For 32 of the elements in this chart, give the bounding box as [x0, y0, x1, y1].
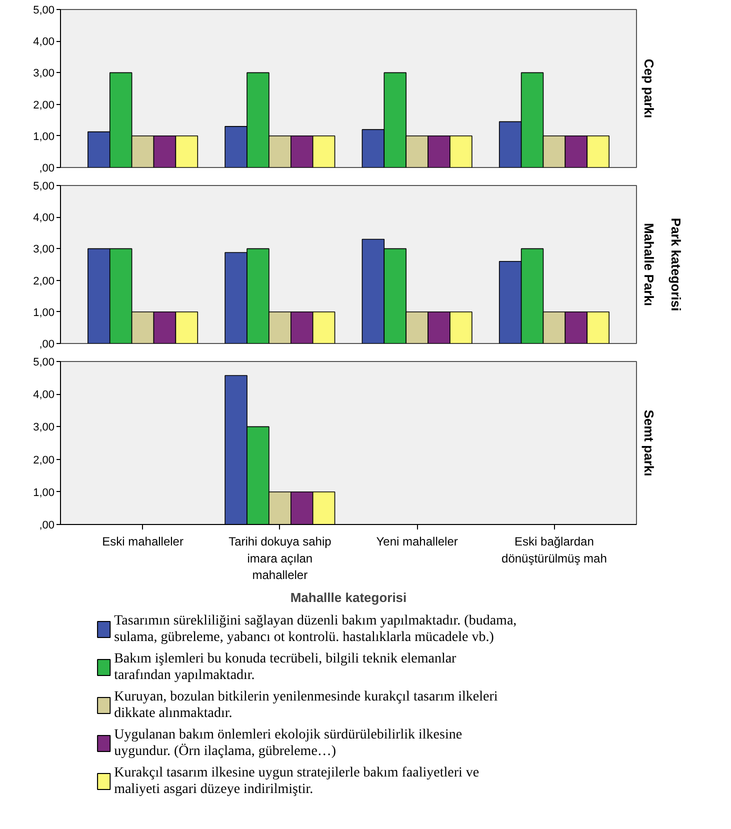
- y-tick-label: 1,00: [33, 130, 55, 143]
- y-tick-label: 3,00: [33, 244, 55, 256]
- y-tick-label: 4,00: [33, 36, 55, 48]
- y-tick-label: 4,00: [33, 389, 55, 402]
- x-tick-label: Eski mahalleler: [102, 534, 184, 548]
- y-tick-label: 4,00: [33, 212, 55, 224]
- legend-label: Kuruyan, bozulan bitkilerin yenilenmesinde kurakçıl tasarım ilkeleri dikkate alınmaktadır.: [114, 690, 498, 721]
- y-tick-label: 3,00: [33, 68, 55, 80]
- x-axis-title: Mahallle kategorisi: [290, 590, 407, 606]
- y-tick-label: 3,00: [33, 422, 55, 434]
- x-tick-label: Yeni mahalleler: [376, 534, 458, 548]
- text: Mahalle Parkı: [642, 222, 656, 306]
- y-tick-label: 5,00: [33, 356, 55, 368]
- y-tick-label: 2,00: [33, 275, 55, 288]
- y-tick-label: 1,00: [33, 486, 55, 499]
- y-tick-label: 2,00: [33, 454, 55, 466]
- legend-label: Kurakçıl tasarım ilkesine uygun stratejilerle bakım faaliyetleri ve maliyeti asgari düzeye indirilmiştir.: [114, 766, 480, 797]
- text: Park kategorisi: [668, 218, 684, 312]
- legend-label: Tasarımın sürekliliğini sağlayan düzenli bakım yapılmaktadır. (budama, sulama, gübreleme, yabancı ot kontrolü. hastalıklarla mücadele vb.): [114, 614, 517, 645]
- y-tick-label: ,00: [39, 338, 55, 350]
- y-tick-label: ,00: [39, 520, 55, 532]
- y-tick-label: 5,00: [33, 4, 55, 16]
- y-tick-label: ,00: [39, 162, 55, 174]
- text: Cep parkı: [642, 58, 656, 118]
- text: Semt parkı: [642, 410, 656, 476]
- y-tick-label: 2,00: [33, 99, 55, 112]
- legend-label: Uygulanan bakım önlemleri ekolojik sürdürülebilirlik ilkesine uygundur. (Örn ilaçlama, gübreleme…): [114, 728, 462, 759]
- x-tick-label: Eski bağlardan dönüştürülmüş mah: [502, 534, 607, 566]
- y-tick-label: 5,00: [33, 180, 55, 192]
- x-tick-label: Tarihi dokuya sahip imara açılan mahalleler: [228, 534, 332, 582]
- y-tick-label: 1,00: [33, 306, 55, 319]
- legend-label: Bakım işlemleri bu konuda tecrübeli, bilgili teknik elemanlar tarafından yapılmaktadır.: [114, 652, 457, 683]
